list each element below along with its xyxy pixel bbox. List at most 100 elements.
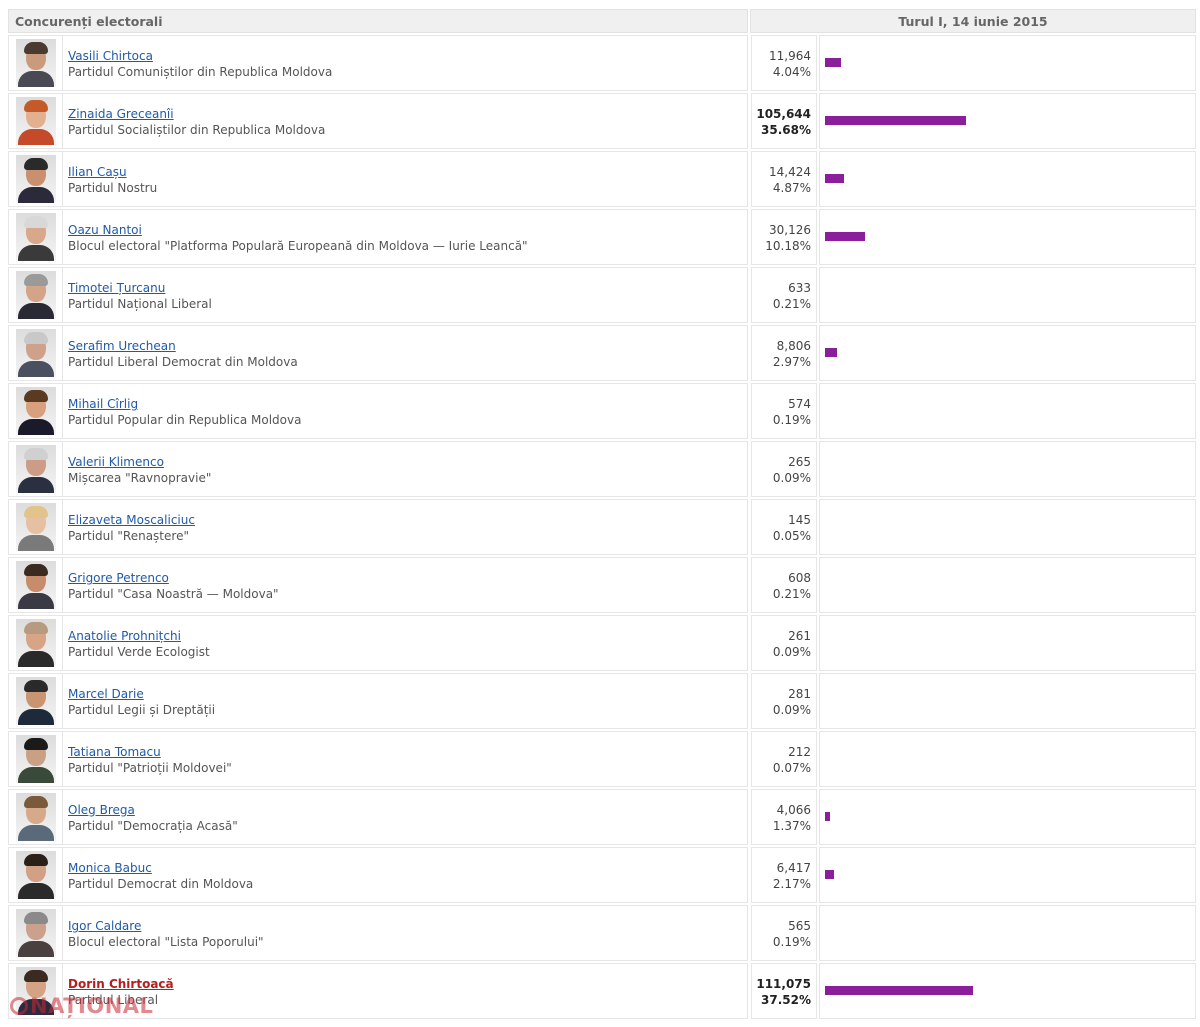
header-round: Turul I, 14 iunie 2015: [750, 9, 1196, 33]
table-row: Vasili Chirtoca Partidul Comuniștilor di…: [8, 35, 1196, 91]
bar-cell: [819, 93, 1196, 149]
votes-cell: 111,075 37.52%: [751, 963, 817, 1019]
candidate-name-link[interactable]: Serafim Urechean: [68, 339, 176, 353]
bar-cell: [819, 847, 1196, 903]
votes-cell: 261 0.09%: [751, 615, 817, 671]
vote-count: 212: [788, 745, 811, 759]
table-row: Mihail Cîrlig Partidul Popular din Repub…: [8, 383, 1196, 439]
header-candidates: Concurenți electorali: [8, 9, 748, 33]
table-row: Serafim Urechean Partidul Liberal Democr…: [8, 325, 1196, 381]
candidate-info: Serafim Urechean Partidul Liberal Democr…: [63, 326, 298, 380]
photo-cell: [9, 384, 63, 438]
vote-percent: 2.17%: [772, 877, 811, 891]
candidate-photo: [15, 503, 56, 551]
photo-cell: [9, 674, 63, 728]
vote-percent: 1.37%: [772, 819, 811, 833]
candidate-info: Ilian Cașu Partidul Nostru: [63, 152, 157, 206]
candidate-photo: [15, 213, 56, 261]
candidate-photo: [15, 39, 56, 87]
vote-percent: 0.09%: [772, 471, 811, 485]
vote-count: 633: [788, 281, 811, 295]
table-row: Elizaveta Moscaliciuc Partidul "Renașter…: [8, 499, 1196, 555]
vote-share-bar: [825, 116, 966, 125]
candidate-cell: Grigore Petrenco Partidul "Casa Noastră …: [8, 557, 748, 613]
vote-percent: 0.07%: [772, 761, 811, 775]
candidate-photo: [15, 155, 56, 203]
candidate-photo: [15, 561, 56, 609]
photo-cell: [9, 906, 63, 960]
photo-cell: [9, 558, 63, 612]
candidate-name-link[interactable]: Mihail Cîrlig: [68, 397, 139, 411]
candidate-name-link[interactable]: Marcel Darie: [68, 687, 144, 701]
vote-count: 6,417: [776, 861, 811, 875]
bar-cell: [819, 151, 1196, 207]
candidate-name-link[interactable]: Timotei Țurcanu: [68, 281, 166, 295]
candidate-cell: Ilian Cașu Partidul Nostru: [8, 151, 748, 207]
candidate-name-link[interactable]: Vasili Chirtoca: [68, 49, 153, 63]
candidate-party: Partidul Popular din Republica Moldova: [68, 413, 302, 427]
candidate-cell: Valerii Klimenco Mișcarea "Ravnopravie": [8, 441, 748, 497]
vote-share-bar: [825, 232, 866, 241]
logo-circle-icon: [10, 997, 28, 1015]
votes-cell: 11,964 4.04%: [751, 35, 817, 91]
candidate-info: Oazu Nantoi Blocul electoral "Platforma …: [63, 210, 528, 264]
candidate-name-link[interactable]: Elizaveta Moscaliciuc: [68, 513, 195, 527]
candidate-name-link[interactable]: Grigore Petrenco: [68, 571, 169, 585]
candidate-name-link[interactable]: Zinaida Greceanîi: [68, 107, 174, 121]
votes-cell: 633 0.21%: [751, 267, 817, 323]
bar-cell: [819, 615, 1196, 671]
candidate-info: Tatiana Tomacu Partidul "Patrioții Moldo…: [63, 732, 232, 786]
bar-cell: [819, 905, 1196, 961]
bar-cell: [819, 441, 1196, 497]
votes-cell: 281 0.09%: [751, 673, 817, 729]
table-row: Grigore Petrenco Partidul "Casa Noastră …: [8, 557, 1196, 613]
bar-cell: [819, 325, 1196, 381]
candidate-cell: Zinaida Greceanîi Partidul Socialiștilor…: [8, 93, 748, 149]
votes-cell: 8,806 2.97%: [751, 325, 817, 381]
candidate-name-link[interactable]: Tatiana Tomacu: [68, 745, 161, 759]
candidate-name-link[interactable]: Oazu Nantoi: [68, 223, 142, 237]
votes-cell: 265 0.09%: [751, 441, 817, 497]
candidate-party: Partidul Național Liberal: [68, 297, 212, 311]
candidate-name-link[interactable]: Anatolie Prohnițchi: [68, 629, 181, 643]
photo-cell: [9, 268, 63, 322]
votes-cell: 608 0.21%: [751, 557, 817, 613]
bar-cell: [819, 789, 1196, 845]
table-row: Oazu Nantoi Blocul electoral "Platforma …: [8, 209, 1196, 265]
candidate-party: Partidul Nostru: [68, 181, 158, 195]
votes-cell: 565 0.19%: [751, 905, 817, 961]
candidate-name-link[interactable]: Dorin Chirtoacă: [68, 977, 174, 991]
candidate-name-link[interactable]: Valerii Klimenco: [68, 455, 164, 469]
table-row: Oleg Brega Partidul "Democrația Acasă" 4…: [8, 789, 1196, 845]
vote-count: 14,424: [769, 165, 811, 179]
vote-percent: 0.19%: [772, 935, 811, 949]
photo-cell: [9, 616, 63, 670]
vote-percent: 0.09%: [772, 645, 811, 659]
candidate-name-link[interactable]: Monica Babuc: [68, 861, 152, 875]
candidate-info: Zinaida Greceanîi Partidul Socialiștilor…: [63, 94, 325, 148]
vote-percent: 4.87%: [772, 181, 811, 195]
candidate-cell: Mihail Cîrlig Partidul Popular din Repub…: [8, 383, 748, 439]
vote-percent: 10.18%: [765, 239, 811, 253]
photo-cell: [9, 732, 63, 786]
vote-count: 574: [788, 397, 811, 411]
vote-count: 8,806: [776, 339, 811, 353]
bar-cell: [819, 383, 1196, 439]
candidate-name-link[interactable]: Ilian Cașu: [68, 165, 127, 179]
vote-count: 281: [788, 687, 811, 701]
votes-cell: 105,644 35.68%: [751, 93, 817, 149]
candidate-info: Mihail Cîrlig Partidul Popular din Repub…: [63, 384, 301, 438]
candidate-party: Partidul Verde Ecologist: [68, 645, 210, 659]
bar-cell: [819, 557, 1196, 613]
candidate-info: Marcel Darie Partidul Legii și Dreptății: [63, 674, 215, 728]
candidate-cell: Timotei Țurcanu Partidul Național Libera…: [8, 267, 748, 323]
candidate-party: Partidul Liberal: [68, 993, 159, 1007]
candidate-party: Partidul Socialiștilor din Republica Mol…: [68, 123, 326, 137]
vote-share-bar: [825, 986, 973, 995]
candidate-name-link[interactable]: Igor Caldare: [68, 919, 142, 933]
candidate-cell: Monica Babuc Partidul Democrat din Moldo…: [8, 847, 748, 903]
candidate-party: Partidul Liberal Democrat din Moldova: [68, 355, 298, 369]
candidate-name-link[interactable]: Oleg Brega: [68, 803, 135, 817]
candidate-info: Dorin Chirtoacă Partidul Liberal: [63, 964, 174, 1018]
vote-percent: 2.97%: [772, 355, 811, 369]
